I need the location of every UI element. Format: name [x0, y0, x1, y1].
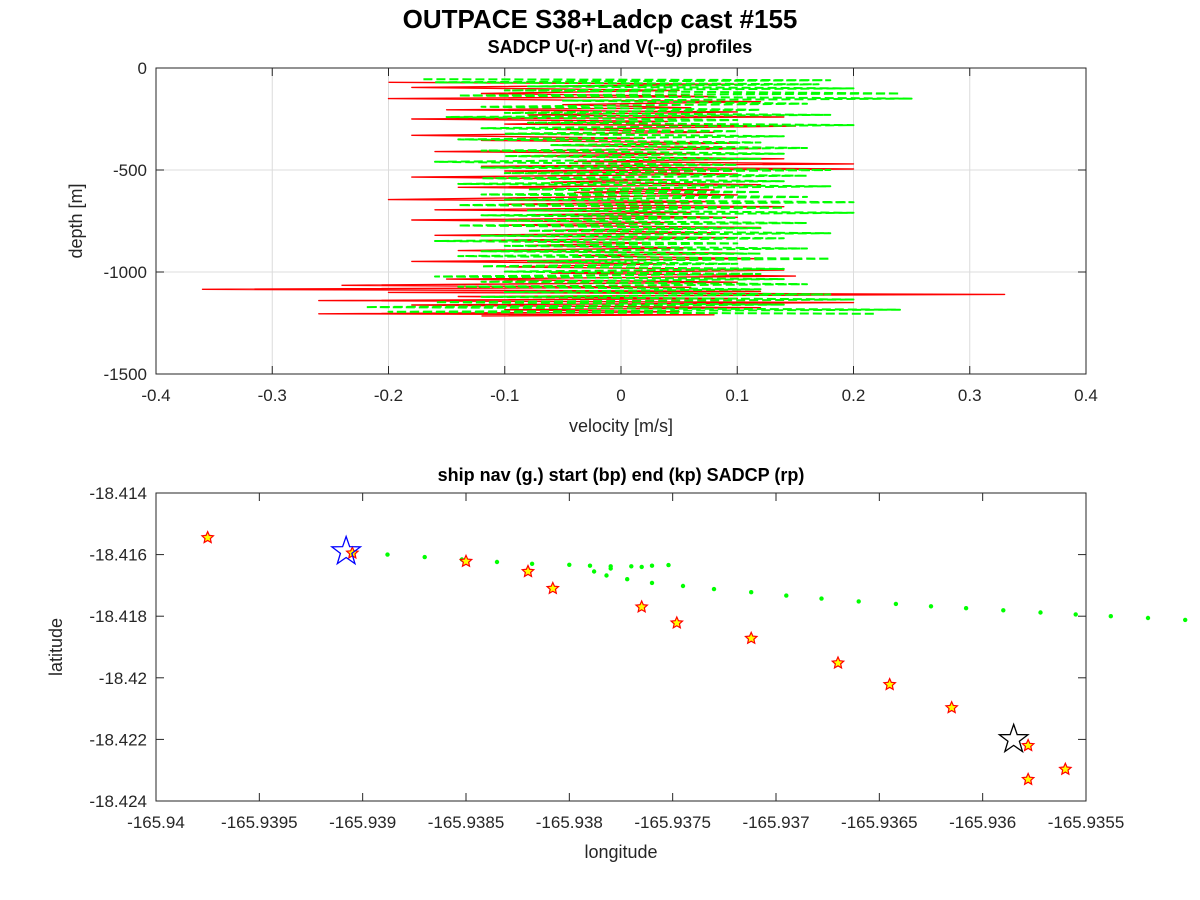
nav-track-point [649, 563, 655, 568]
sadcp-star-marker [1021, 771, 1036, 786]
profile-y-tick-label: -1500 [104, 365, 147, 384]
sadcp-star-marker [1021, 738, 1036, 752]
nav-track-point [529, 561, 535, 566]
nav-x-tick-label: -165.9365 [841, 813, 918, 832]
sadcp-star-marker [1058, 761, 1073, 776]
nav-track-point [604, 573, 609, 578]
nav-track-point [1108, 614, 1114, 619]
profile-y-tick-label: -500 [113, 161, 147, 180]
profile-x-tick-label: -0.1 [490, 386, 519, 405]
sadcp-star-marker [520, 564, 536, 578]
nav-track-point [1001, 608, 1006, 613]
end-position-star [997, 722, 1030, 754]
nav-track-point [928, 604, 934, 609]
nav-track-point [385, 552, 390, 557]
sadcp-star-marker [744, 630, 759, 645]
nav-track-point [784, 593, 789, 598]
nav-track-point [649, 580, 655, 586]
sadcp-star-marker [200, 530, 215, 544]
v-velocity-line [364, 78, 913, 315]
nav-y-tick-label: -18.418 [89, 607, 147, 626]
nav-x-tick-label: -165.9355 [1048, 813, 1125, 832]
nav-x-tick-label: -165.9385 [428, 813, 505, 832]
profile-x-tick-label: 0.3 [958, 386, 982, 405]
profile-plot-title: SADCP U(-r) and V(--g) profiles [488, 37, 753, 57]
profile-x-tick-label: 0.2 [842, 386, 866, 405]
nav-track-point [422, 554, 427, 560]
nav-track-point [625, 577, 630, 582]
profile-x-tick-label: 0 [616, 386, 625, 405]
nav-track-point [680, 583, 686, 589]
sadcp-star-marker [669, 615, 684, 630]
nav-y-tick-label: -18.424 [89, 792, 147, 811]
nav-track-point [749, 590, 754, 595]
nav-y-tick-label: -18.416 [89, 546, 147, 565]
nav-track-point [1073, 612, 1078, 617]
nav-y-tick-label: -18.422 [89, 730, 147, 749]
nav-track-point [856, 599, 861, 604]
nav-track-point [608, 566, 613, 571]
profile-y-axis-label: depth [m] [66, 183, 86, 258]
ship-nav-axes: ship nav (g.) start (bp) end (kp) SADCP … [46, 465, 1188, 862]
nav-track-point [629, 564, 634, 569]
nav-track-point [591, 569, 597, 574]
nav-x-tick-label: -165.9395 [221, 813, 298, 832]
sadcp-star-marker [944, 700, 959, 714]
profile-x-tick-label: -0.2 [374, 386, 403, 405]
figure-title: OUTPACE S38+Ladcp cast #155 [403, 4, 798, 34]
profile-x-tick-label: -0.4 [141, 386, 170, 405]
nav-y-tick-label: -18.42 [99, 669, 147, 688]
nav-track-point [567, 562, 572, 567]
nav-x-tick-label: -165.936 [949, 813, 1016, 832]
nav-track-point [893, 601, 899, 607]
profile-x-tick-label: 0.4 [1074, 386, 1098, 405]
nav-x-axis-label: longitude [584, 842, 657, 862]
nav-track-point [639, 564, 644, 570]
nav-y-tick-label: -18.414 [89, 484, 147, 503]
sadcp-star-marker [458, 553, 474, 568]
nav-track-point [1183, 617, 1188, 623]
profile-y-tick-label: 0 [138, 59, 147, 78]
nav-track-point [711, 586, 717, 592]
nav-plot-title: ship nav (g.) start (bp) end (kp) SADCP … [438, 465, 805, 485]
sadcp-star-marker [545, 580, 560, 595]
nav-track-point [587, 563, 593, 568]
nav-x-tick-label: -165.9375 [634, 813, 711, 832]
profile-x-axis-label: velocity [m/s] [569, 416, 673, 436]
profile-x-tick-label: 0.1 [725, 386, 749, 405]
nav-x-tick-label: -165.94 [127, 813, 185, 832]
sadcp-star-marker [882, 677, 897, 691]
nav-y-axis-label: latitude [46, 618, 66, 676]
sadcp-star-marker [634, 599, 649, 614]
nav-x-tick-label: -165.937 [742, 813, 809, 832]
nav-track-point [1038, 610, 1043, 615]
nav-track-point [666, 562, 671, 568]
nav-x-tick-label: -165.938 [536, 813, 603, 832]
nav-plot-frame [155, 492, 1087, 802]
nav-track-point [819, 596, 824, 601]
velocity-profile-axes: SADCP U(-r) and V(--g) profiles -0.4 -0.3… [66, 37, 1098, 436]
nav-track-point [1145, 615, 1151, 621]
profile-y-tick-label: -1000 [104, 263, 147, 282]
nav-plot-area [155, 492, 1087, 802]
nav-track-point [494, 559, 500, 565]
start-position-star [329, 534, 363, 566]
sadcp-star-marker [830, 655, 846, 670]
nav-track-point [963, 606, 969, 611]
nav-x-tick-label: -165.939 [329, 813, 396, 832]
profile-x-tick-label: -0.3 [258, 386, 287, 405]
